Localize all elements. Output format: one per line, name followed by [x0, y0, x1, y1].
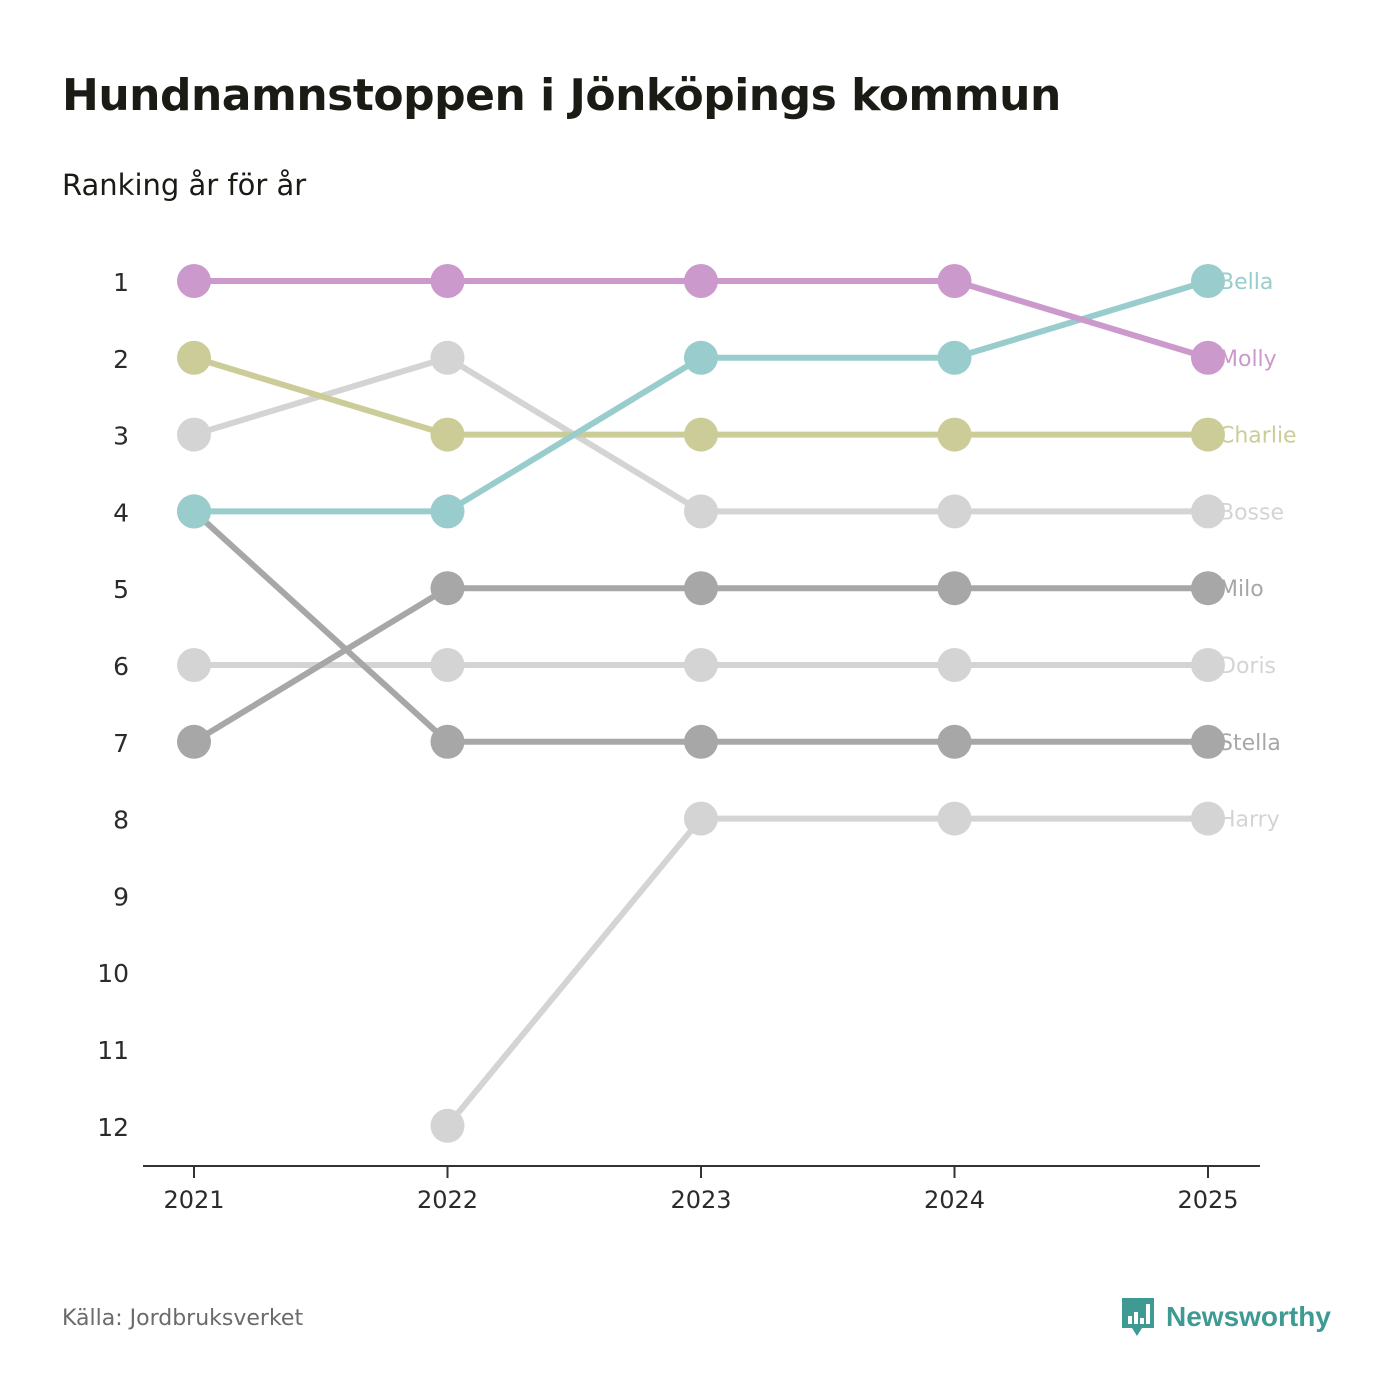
data-point-molly [1191, 340, 1225, 375]
series-line-bella [191, 278, 1211, 515]
data-point-bella [1191, 264, 1225, 298]
x-tick-label: 2022 [417, 1186, 478, 1214]
data-point-harry [684, 801, 718, 836]
series-label-harry: Harry [1219, 808, 1280, 833]
data-point-bella [684, 340, 718, 375]
series-line-stella [191, 508, 1211, 745]
data-point-bella [177, 494, 211, 529]
data-point-charlie [937, 417, 972, 452]
data-point-molly [684, 264, 718, 298]
data-point-stella [937, 724, 972, 759]
data-point-charlie [177, 340, 211, 375]
y-tick-label: 12 [97, 1113, 129, 1142]
y-tick-label: 1 [113, 268, 129, 297]
data-point-bosse [684, 494, 718, 529]
y-tick-label: 5 [113, 575, 129, 604]
data-point-harry [430, 1108, 465, 1143]
x-tick-label: 2021 [163, 1186, 224, 1214]
source-note: Källa: Jordbruksverket [62, 1306, 304, 1331]
data-point-stella [684, 724, 718, 759]
series-label-doris: Doris [1219, 654, 1276, 679]
data-point-milo [1191, 571, 1225, 606]
data-point-milo [937, 571, 972, 606]
series-label-molly: Molly [1219, 347, 1277, 372]
chart-title: Hundnamnstoppen i Jönköpings kommun [62, 70, 1061, 121]
data-point-bosse [430, 340, 465, 375]
data-point-doris [430, 648, 465, 682]
data-point-stella [1191, 724, 1225, 759]
data-point-milo [177, 724, 211, 759]
data-point-milo [684, 571, 718, 606]
y-tick-label: 4 [113, 498, 129, 527]
data-point-doris [684, 648, 718, 682]
y-tick-label: 11 [97, 1036, 129, 1065]
chart-subtitle: Ranking år för år [62, 168, 307, 202]
data-point-bosse [937, 494, 972, 529]
y-tick-label: 7 [113, 729, 129, 758]
data-point-stella [430, 724, 465, 759]
x-tick-label: 2025 [1177, 1186, 1238, 1214]
series-label-bella: Bella [1219, 270, 1273, 295]
data-point-doris [177, 648, 211, 682]
data-point-doris [1191, 648, 1225, 682]
series-label-bosse: Bosse [1219, 500, 1284, 525]
data-point-bella [937, 340, 972, 375]
y-tick-label: 6 [113, 652, 129, 681]
x-tick-label: 2024 [924, 1186, 985, 1214]
data-point-harry [1191, 801, 1225, 836]
series-label-charlie: Charlie [1219, 424, 1297, 449]
data-point-charlie [430, 417, 465, 452]
y-tick-label: 2 [113, 345, 129, 374]
x-tick-label: 2023 [670, 1186, 731, 1214]
data-point-molly [430, 264, 465, 298]
data-point-doris [937, 648, 972, 682]
y-tick-label: 9 [113, 882, 129, 911]
series-label-stella: Stella [1219, 731, 1281, 756]
y-tick-label: 8 [113, 806, 129, 835]
data-point-milo [430, 571, 465, 606]
data-point-bosse [1191, 494, 1225, 529]
data-point-charlie [1191, 417, 1225, 452]
data-point-molly [937, 264, 972, 298]
data-point-harry [937, 801, 972, 836]
brand-name: Newsworthy [1166, 1301, 1331, 1332]
y-tick-label: 10 [97, 959, 129, 988]
data-point-bosse [177, 417, 211, 452]
series-line-harry [444, 815, 1211, 1129]
brand-logo: Newsworthy [1120, 1296, 1331, 1338]
data-point-bella [430, 494, 465, 529]
series-label-milo: Milo [1219, 577, 1264, 602]
data-point-molly [177, 264, 211, 298]
newsworthy-logo-icon [1122, 1298, 1154, 1336]
y-tick-label: 3 [113, 422, 129, 451]
data-point-charlie [684, 417, 718, 452]
